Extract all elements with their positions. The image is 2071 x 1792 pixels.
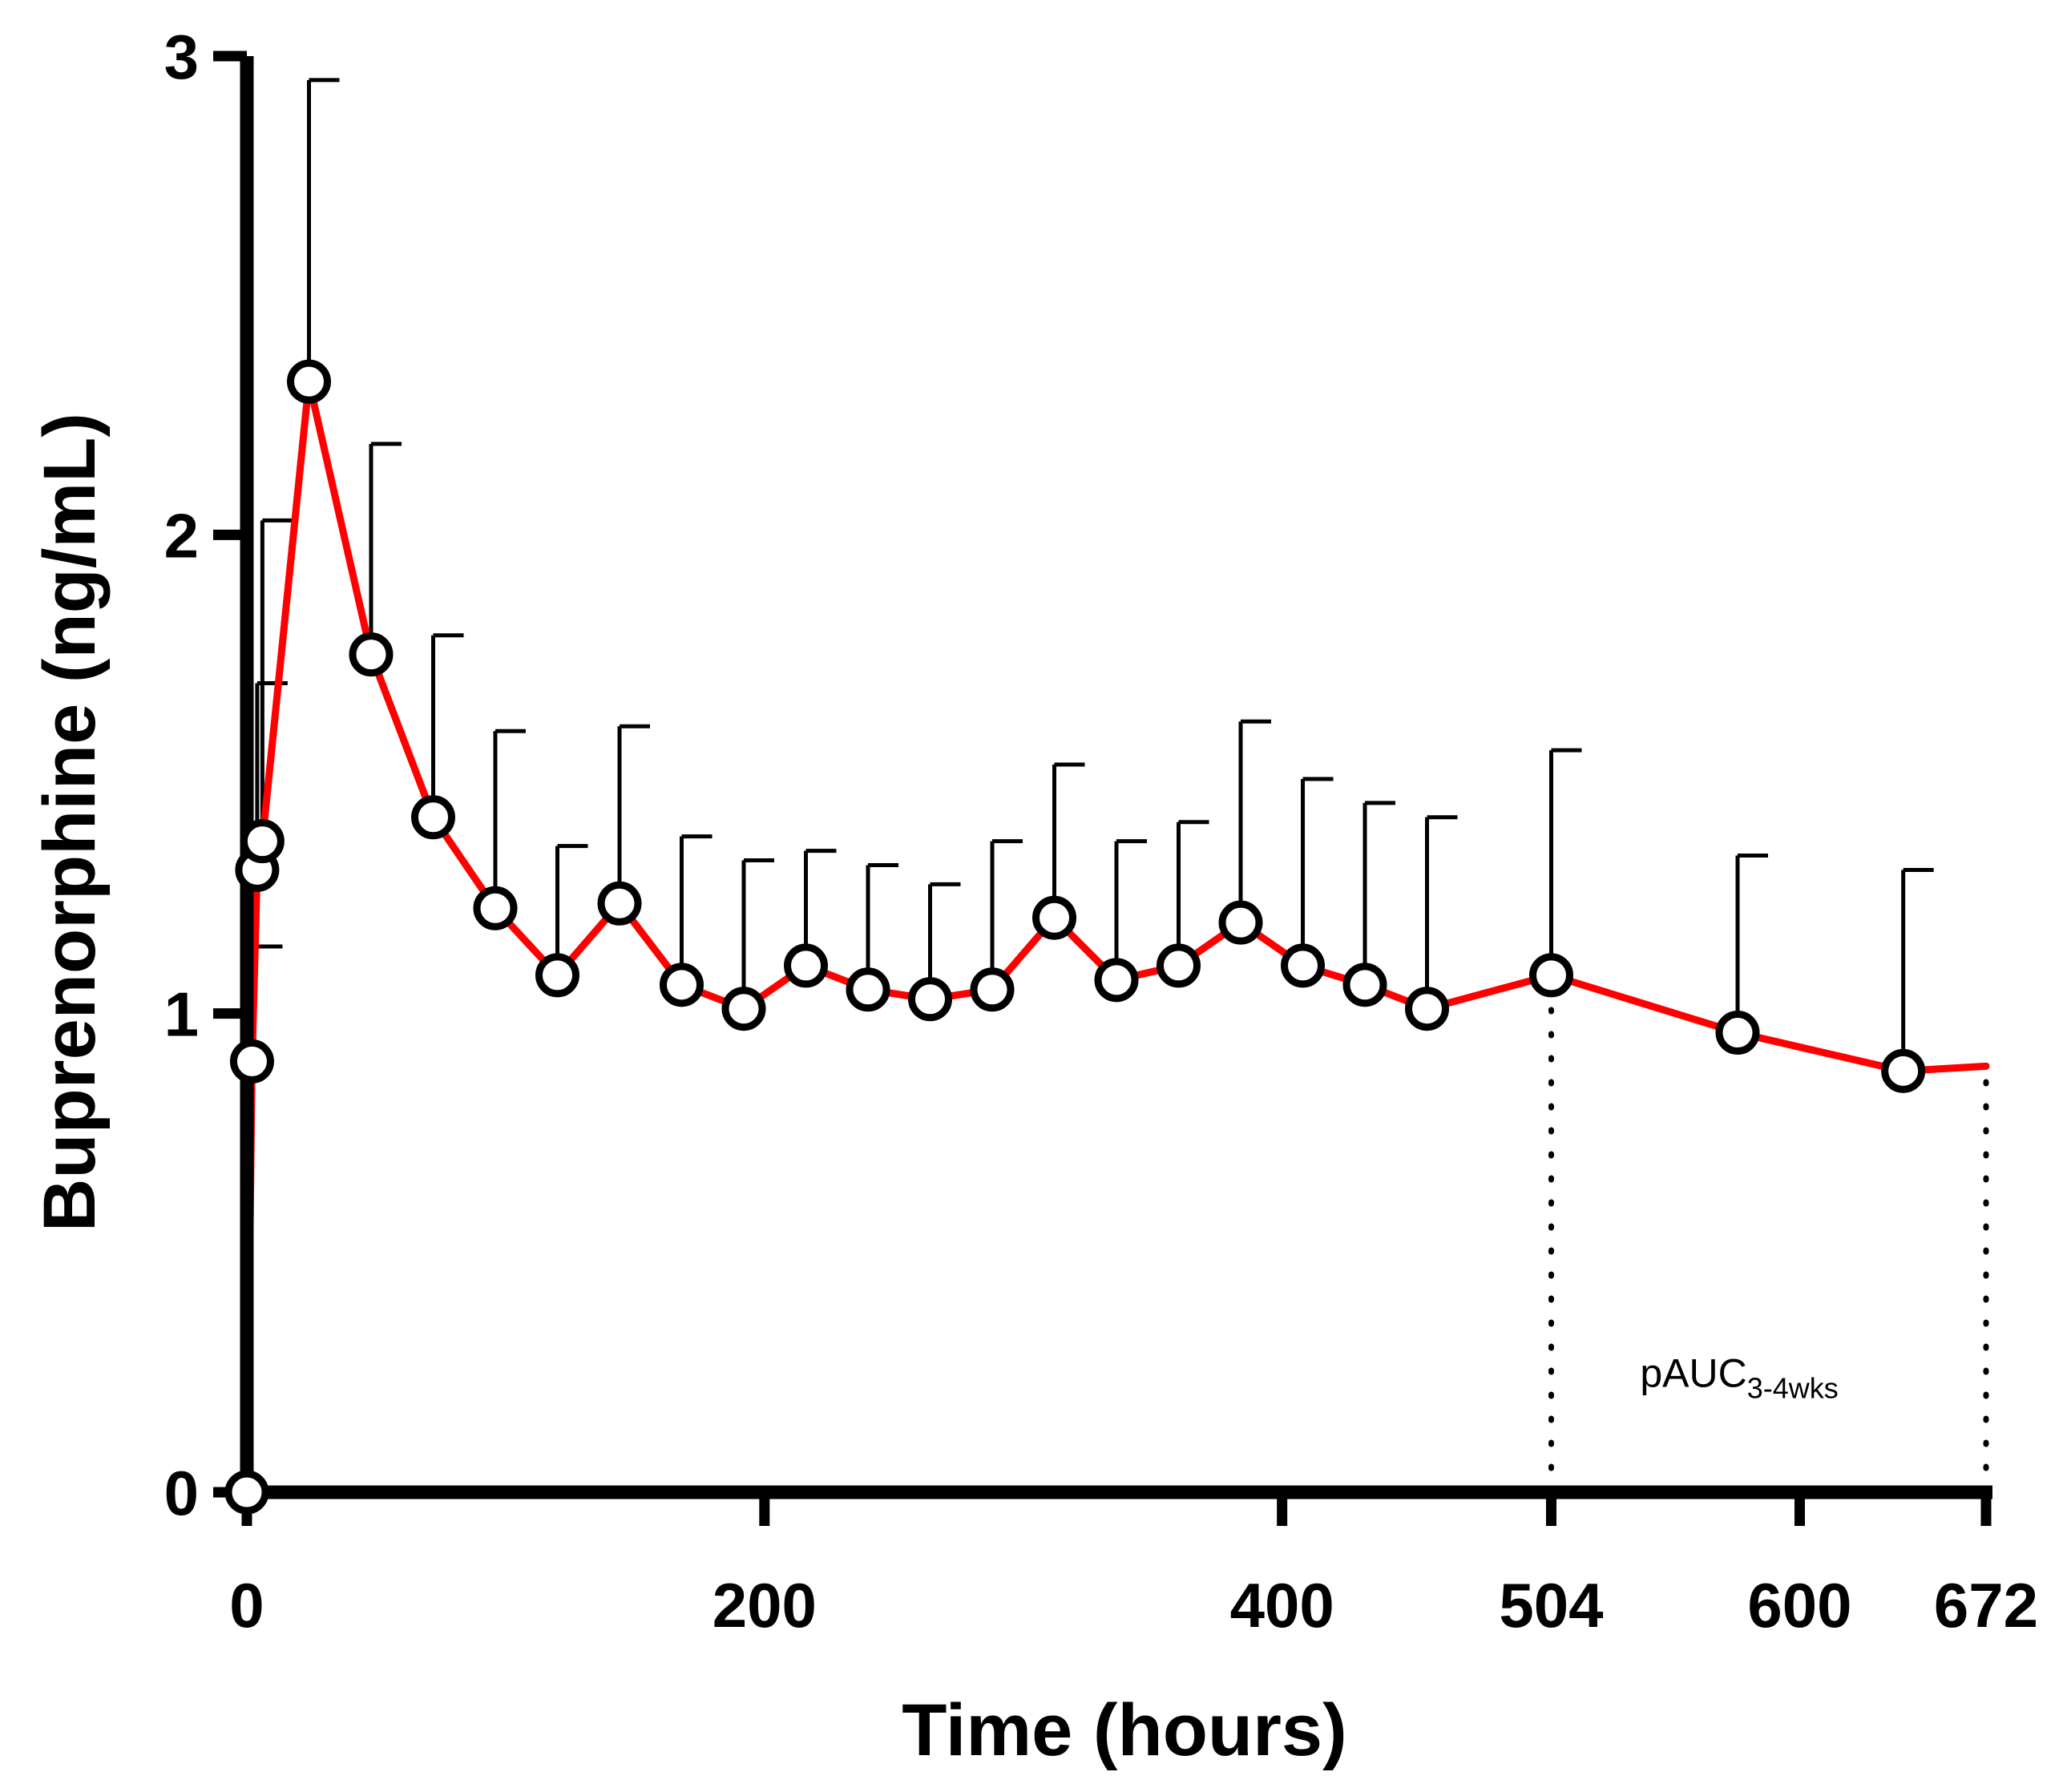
y-tick-label-2: 2 (164, 500, 199, 571)
y-tick-label-3: 3 (164, 22, 199, 92)
data-point-14 (908, 977, 952, 1022)
data-point-25 (1881, 1048, 1926, 1093)
data-point-20 (1281, 943, 1325, 988)
pauc-annotation-main: pAUC (1640, 1351, 1746, 1396)
data-point-11 (721, 987, 766, 1031)
data-point-3 (240, 819, 285, 864)
x-tick-label-0: 0 (229, 1570, 264, 1641)
data-point-7 (473, 886, 518, 930)
data-point-22 (1405, 987, 1449, 1031)
data-point-18 (1157, 943, 1201, 988)
data-point-10 (660, 963, 704, 1007)
data-point-15 (970, 967, 1015, 1012)
y-tick-label-1: 1 (164, 979, 199, 1050)
data-point-21 (1342, 963, 1387, 1007)
data-point-5 (349, 632, 394, 677)
data-point-13 (846, 967, 890, 1012)
data-point-8 (535, 953, 579, 998)
data-point-6 (411, 795, 455, 840)
y-axis-title: Buprenorphine (ng/mL) (29, 413, 111, 1232)
data-point-16 (1032, 895, 1076, 940)
data-point-23 (1529, 953, 1573, 998)
data-point-24 (1715, 1011, 1760, 1055)
x-tick-label-672: 672 (1934, 1570, 2038, 1641)
data-point-12 (784, 943, 828, 988)
x-tick-label-504: 504 (1499, 1570, 1603, 1641)
data-point-1 (229, 1039, 274, 1084)
data-point-4 (287, 359, 331, 404)
x-tick-label-400: 400 (1230, 1570, 1334, 1641)
y-tick-label-0: 0 (164, 1458, 199, 1528)
data-point-0 (224, 1470, 269, 1515)
x-axis-title: Time (hours) (902, 1689, 1346, 1771)
data-point-9 (597, 881, 642, 926)
pauc-annotation: pAUC3-4wks (1640, 1351, 1838, 1405)
pauc-annotation-subscript: 3-4wks (1747, 1372, 1839, 1405)
plot-area: 0 1 2 3 0 200 400 504 600 672 (164, 22, 2038, 1641)
data-point-19 (1218, 900, 1263, 945)
data-point-17 (1094, 958, 1139, 1003)
x-tick-label-600: 600 (1747, 1570, 1851, 1641)
x-tick-label-200: 200 (713, 1570, 817, 1641)
